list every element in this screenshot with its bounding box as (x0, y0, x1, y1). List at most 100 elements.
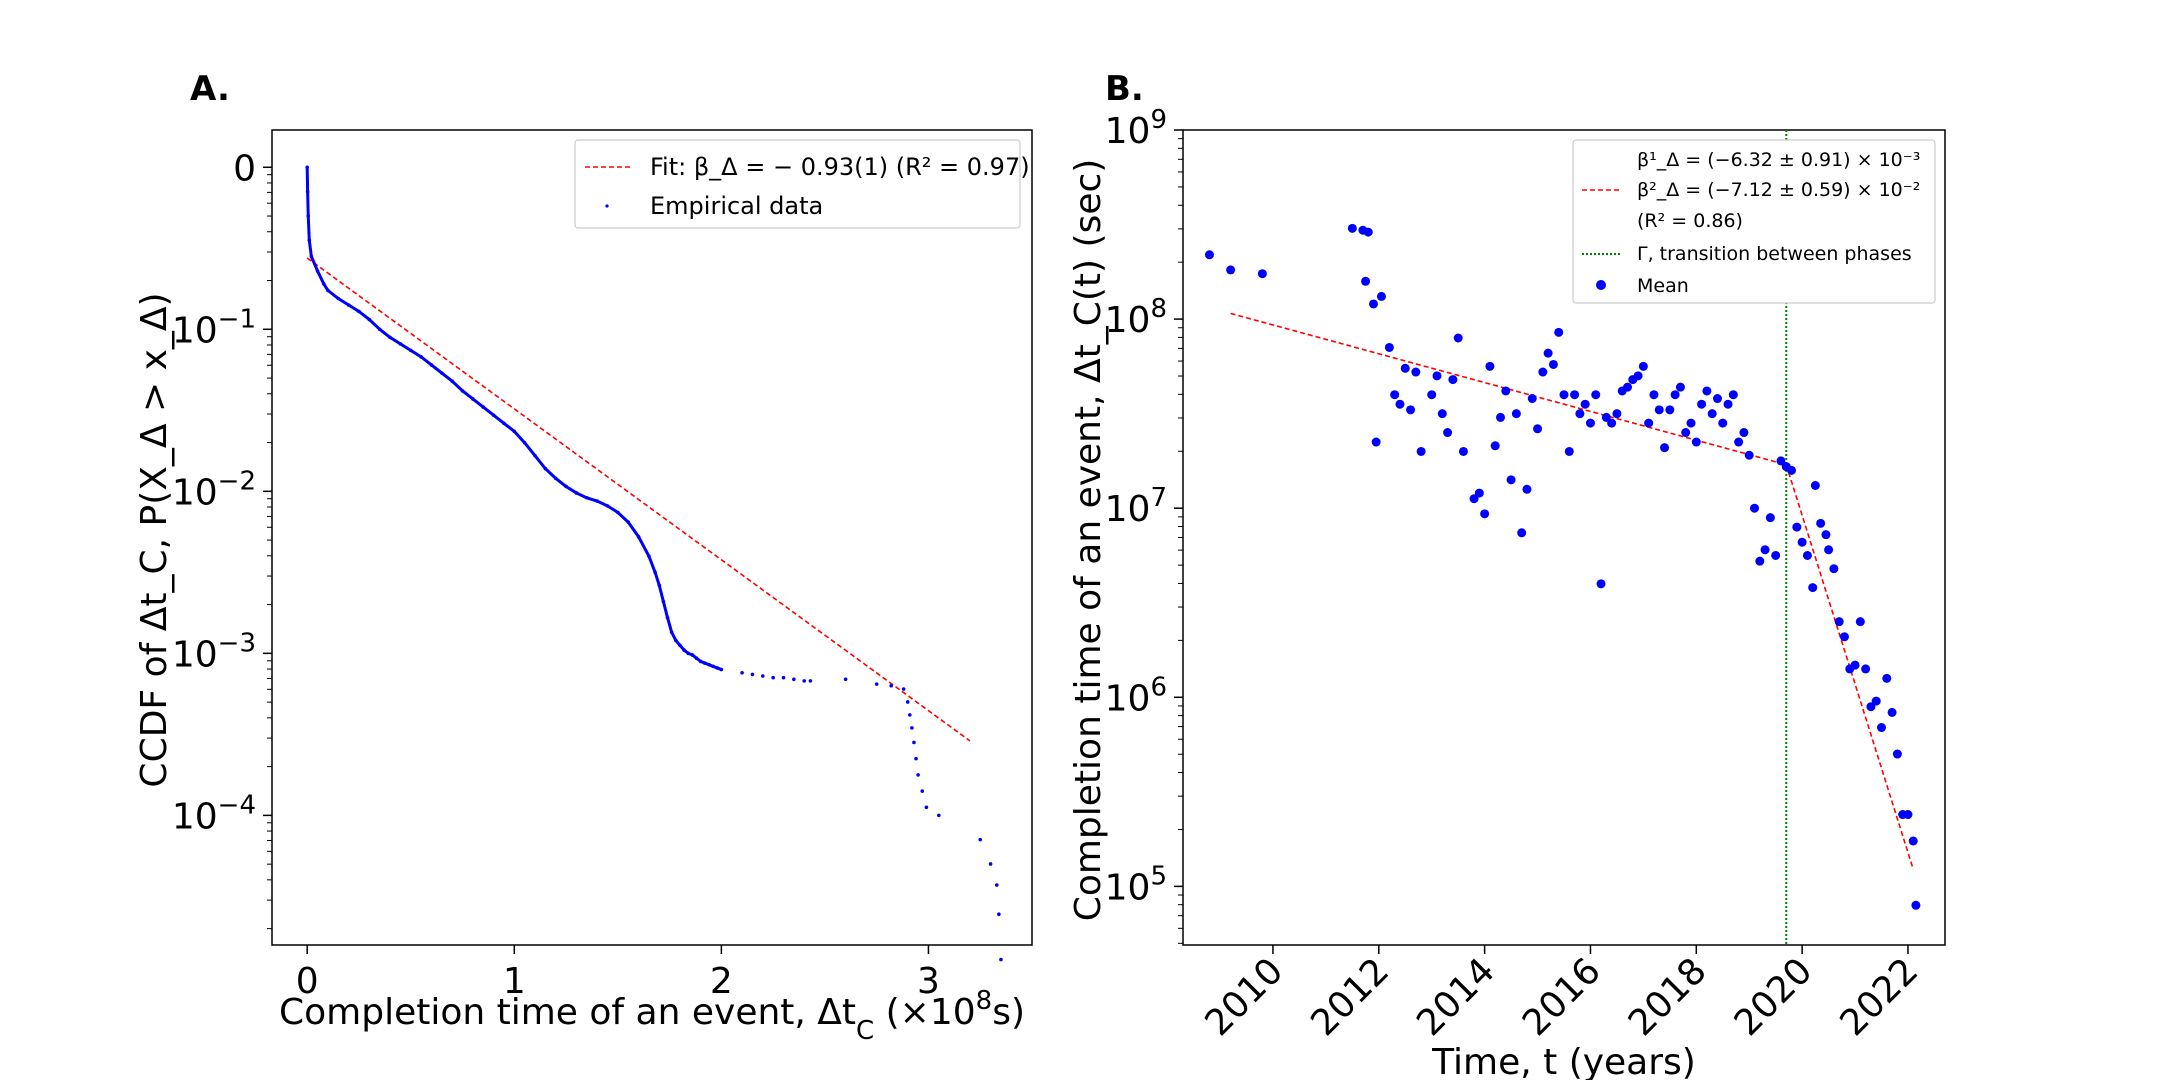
b-x-tick-label: 2010 (1198, 950, 1292, 1044)
empirical-point (682, 648, 686, 652)
b-y-tick-label: 105 (1105, 861, 1167, 908)
mean-point (1660, 443, 1670, 453)
mean-point (1681, 428, 1691, 438)
empirical-point (574, 491, 579, 495)
empirical-point (771, 675, 775, 680)
legend-fit-label: Fit: β_Δ = − 0.93(1) (R² = 0.97) (650, 153, 1030, 181)
panel-a-legend-box (574, 139, 1021, 229)
mean-point (1675, 382, 1685, 392)
mean-point (1707, 409, 1717, 419)
panel-b-label: B. (1105, 69, 1144, 109)
mean-point (1829, 564, 1839, 574)
mean-point (1448, 375, 1458, 385)
mean-point (1522, 484, 1532, 494)
mean-point (1548, 359, 1558, 369)
mean-point (1908, 836, 1918, 846)
mean-point (1559, 390, 1569, 400)
empirical-point (357, 309, 361, 314)
empirical-point (914, 756, 918, 761)
empirical-point (665, 615, 670, 620)
mean-point (1390, 390, 1400, 400)
a-x-tick-label: 3 (917, 961, 940, 1002)
empirical-point (905, 700, 910, 704)
empirical-point (937, 813, 941, 818)
mean-point (1506, 475, 1516, 485)
panel-b-legend-box (1572, 139, 1936, 304)
empirical-point (707, 662, 711, 667)
empirical-point (584, 496, 589, 500)
mean-point (1226, 265, 1236, 275)
mean-point (1744, 450, 1754, 460)
empirical-point (924, 805, 929, 810)
empirical-point (750, 672, 755, 677)
empirical-point (674, 638, 678, 643)
empirical-point (616, 510, 620, 515)
empirical-point (719, 667, 724, 672)
empirical-point (377, 327, 382, 332)
empirical-point (460, 389, 465, 393)
empirical-point (419, 355, 423, 359)
a-x-tick-label: 2 (710, 961, 733, 1002)
mean-point (1411, 367, 1421, 377)
mean-point (1453, 333, 1463, 343)
mean-point (1347, 223, 1357, 233)
empirical-point (997, 912, 1001, 917)
empirical-point (657, 583, 662, 588)
empirical-point (792, 677, 796, 682)
b-x-tick-label: 2018 (1621, 950, 1715, 1044)
a-y-tick-label: 10−2 (172, 466, 256, 513)
empirical-point (512, 429, 517, 434)
empirical-point (690, 653, 695, 657)
empirical-point (740, 670, 744, 675)
mean-point (1485, 361, 1495, 371)
empirical-point (471, 397, 475, 401)
mean-point (1257, 269, 1267, 279)
empirical-point (543, 466, 548, 471)
empirical-point (367, 317, 372, 322)
mean-point (1776, 456, 1786, 466)
empirical-point (502, 421, 506, 426)
empirical-point (711, 664, 715, 669)
mean-point (1723, 399, 1733, 409)
empirical-point (326, 288, 330, 293)
legend-r2-label: (R² = 0.86) (1637, 210, 1743, 232)
mean-point (1427, 390, 1437, 400)
empirical-point (533, 453, 537, 458)
empirical-point (398, 342, 403, 346)
legend-empirical-label: Empirical data (650, 192, 823, 220)
mean-point (1691, 437, 1701, 447)
mean-point (1797, 537, 1807, 547)
mean-point (1887, 707, 1897, 717)
mean-point (1538, 367, 1548, 377)
mean-point (1686, 418, 1696, 428)
empirical-point (994, 883, 999, 887)
mean-point (1808, 583, 1818, 593)
mean-point (1728, 390, 1738, 400)
mean-point (1406, 405, 1416, 415)
empirical-point (912, 740, 916, 745)
mean-point (1871, 696, 1881, 706)
mean-point (1760, 545, 1770, 555)
empirical-point (669, 630, 674, 635)
mean-point (1824, 545, 1834, 555)
empirical-point (595, 499, 599, 503)
mean-point (1787, 465, 1797, 475)
a-y-tick-label: 10−3 (172, 628, 256, 675)
empirical-point (686, 651, 691, 656)
b-x-tick-label: 2022 (1833, 950, 1927, 1044)
empirical-point (920, 789, 925, 793)
mean-point (1384, 342, 1394, 352)
empirical-point (481, 405, 486, 409)
mean-point (1554, 327, 1564, 337)
empirical-point (802, 679, 807, 683)
mean-point (1474, 488, 1484, 498)
mean-point (1623, 382, 1632, 392)
mean-point (1416, 446, 1426, 456)
mean-point (1839, 632, 1849, 642)
mean-point (1850, 660, 1860, 670)
a-y-tick-label: 10−1 (172, 304, 256, 351)
mean-point (1400, 363, 1410, 373)
mean-point (1490, 441, 1500, 451)
empirical-point (564, 484, 568, 489)
